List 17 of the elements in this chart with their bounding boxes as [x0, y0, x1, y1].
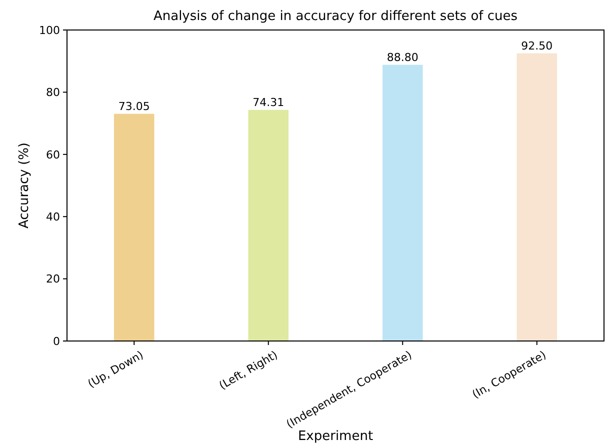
- chart-title: Analysis of change in accuracy for different sets of cues: [153, 9, 518, 24]
- bar: [516, 53, 558, 341]
- y-tick-label: 20: [46, 272, 60, 286]
- y-tick-label: 100: [39, 24, 60, 37]
- y-tick-label: 0: [53, 334, 60, 348]
- x-axis-title: Experiment: [298, 429, 374, 444]
- data-label: 74.31: [252, 96, 284, 109]
- data-label: 88.80: [386, 50, 418, 64]
- y-axis-title: Accuracy (%): [17, 142, 32, 228]
- data-label: 92.50: [521, 39, 553, 52]
- y-tick-label: 80: [46, 86, 60, 100]
- data-label: 73.05: [118, 100, 150, 113]
- bar: [248, 110, 289, 341]
- y-tick-label: 40: [46, 210, 60, 224]
- bar: [382, 64, 423, 341]
- y-tick-label: 60: [46, 148, 60, 162]
- bar: [114, 114, 154, 341]
